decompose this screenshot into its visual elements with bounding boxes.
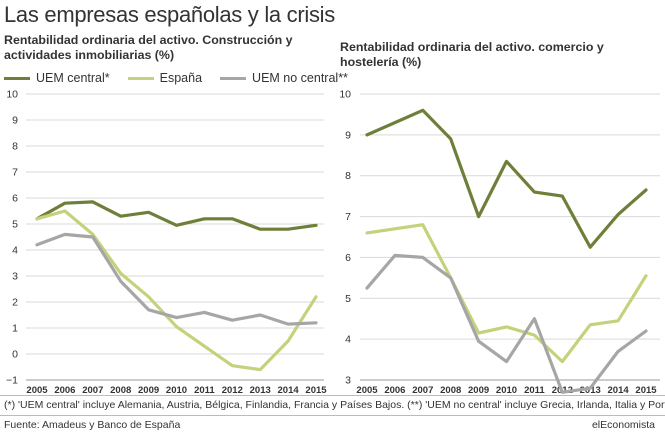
left-x-tick-label: 2014: [278, 385, 300, 396]
left-x-tick-label: 2011: [194, 385, 215, 396]
left-x-tick-label: 2009: [138, 385, 159, 396]
legend-swatch-espana: [127, 76, 154, 80]
right-x-tick-label: 2005: [356, 385, 378, 396]
legend-item-uem-central: UEM central*: [4, 71, 110, 85]
right-y-tick-label: 10: [339, 89, 351, 101]
page-title: Las empresas españolas y la crisis: [4, 2, 335, 27]
left-x-tick-label: 2005: [26, 385, 48, 396]
right-x-tick-label: 2010: [496, 385, 517, 396]
left-y-tick-label: −1: [6, 375, 18, 387]
right-x-tick-label: 2011: [524, 385, 545, 396]
right-x-tick-label: 2008: [440, 385, 461, 396]
left-series-line-0: [35, 200, 318, 231]
left-series-line-2: [35, 232, 318, 326]
left-y-tick-label: 8: [12, 141, 18, 153]
legend: UEM central* España UEM no central**: [4, 68, 366, 88]
right-series-line-1: [365, 223, 648, 364]
legend-swatch-uem-central: [4, 76, 30, 80]
right-x-tick-label: 2009: [468, 385, 489, 396]
right-y-tick-label: 6: [345, 252, 351, 264]
left-y-tick-label: 0: [12, 349, 18, 361]
left-x-tick-label: 2013: [250, 385, 271, 396]
left-y-tick-label: 6: [12, 193, 18, 205]
right-x-tick-label: 2007: [412, 385, 433, 396]
right-y-tick-label: 8: [345, 170, 351, 182]
legend-label-espana: España: [159, 71, 203, 85]
left-chart-subtitle: Rentabilidad ordinaria del activo. Const…: [4, 33, 293, 62]
right-x-tick-label: 2013: [580, 385, 601, 396]
right-x-tick-label: 2015: [635, 385, 657, 396]
footer-divider: [0, 395, 665, 396]
left-x-tick-label: 2010: [166, 385, 187, 396]
right-y-tick-label: 7: [345, 211, 351, 223]
right-y-tick-label: 5: [345, 293, 351, 305]
left-x-tick-label: 2007: [82, 385, 103, 396]
left-y-tick-label: 7: [12, 167, 18, 179]
left-x-tick-label: 2012: [222, 385, 243, 396]
legend-item-espana: España: [127, 71, 203, 85]
right-y-tick-label: 9: [345, 129, 351, 141]
source-divider: [0, 415, 665, 416]
left-y-tick-label: 5: [12, 219, 18, 231]
left-x-tick-label: 2015: [305, 385, 327, 396]
left-series-line-1: [35, 209, 318, 372]
left-y-tick-label: 3: [12, 271, 18, 283]
brand-credit: elEconomista: [591, 419, 655, 431]
right-series-line-2: [365, 253, 648, 394]
legend-label-uem-no-central: UEM no central**: [252, 71, 348, 85]
legend-label-uem-central: UEM central*: [36, 71, 110, 85]
right-chart-subtitle: Rentabilidad ordinaria del activo. comer…: [340, 40, 604, 69]
right-series-line-0: [365, 108, 648, 249]
right-y-tick-label: 4: [345, 334, 351, 346]
left-y-tick-label: 1: [12, 323, 18, 335]
right-y-tick-label: 3: [345, 375, 351, 387]
right-x-tick-label: 2006: [384, 385, 405, 396]
left-y-tick-label: 10: [6, 89, 18, 101]
left-y-tick-label: 9: [12, 115, 18, 127]
left-x-tick-label: 2008: [110, 385, 131, 396]
right-x-tick-label: 2014: [608, 385, 630, 396]
left-y-tick-label: 4: [12, 245, 18, 257]
legend-swatch-uem-no-central: [220, 76, 247, 80]
left-x-tick-label: 2006: [54, 385, 75, 396]
left-y-tick-label: 2: [12, 297, 18, 309]
legend-item-uem-no-central: UEM no central**: [220, 71, 348, 85]
source-note: Fuente: Amadeus y Banco de España: [4, 419, 181, 431]
footnote: (*) 'UEM central' incluye Alemania, Aust…: [4, 399, 665, 411]
